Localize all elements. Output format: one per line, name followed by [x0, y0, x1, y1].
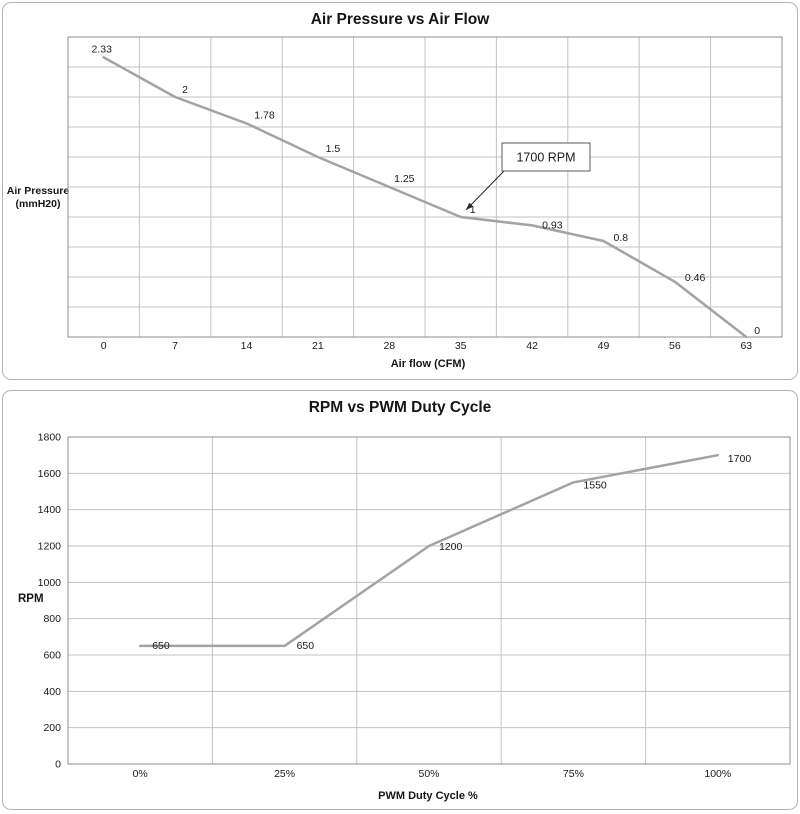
- svg-text:42: 42: [526, 340, 538, 352]
- svg-text:1400: 1400: [38, 504, 62, 516]
- x-axis-title-air-flow: Air flow (CFM): [390, 358, 466, 370]
- y-axis-title-line2: (mmH20): [15, 198, 61, 210]
- svg-text:2: 2: [182, 84, 188, 96]
- svg-text:49: 49: [598, 340, 610, 352]
- svg-text:800: 800: [43, 613, 61, 625]
- svg-text:0: 0: [754, 325, 760, 337]
- y-axis-title-rpm-text: RPM: [18, 593, 44, 605]
- svg-text:35: 35: [455, 340, 467, 352]
- svg-text:1200: 1200: [38, 541, 62, 553]
- svg-text:1550: 1550: [583, 479, 607, 491]
- svg-text:1.25: 1.25: [394, 173, 415, 185]
- svg-text:1700: 1700: [728, 453, 752, 465]
- air-pressure-plot: 0 7 14 21 28 35 42 49 56 63 2.33 2 1.78 1.5 1.25 1 0.93 0…: [67, 36, 783, 352]
- svg-text:14: 14: [241, 340, 253, 352]
- svg-text:650: 650: [297, 640, 315, 652]
- svg-text:600: 600: [43, 650, 61, 662]
- rpm-pwm-chart-panel: RPM vs PWM Duty Cycle RPM 0 200 400 600 800 1…: [2, 390, 798, 810]
- svg-text:7: 7: [172, 340, 178, 352]
- svg-text:1.5: 1.5: [326, 143, 341, 155]
- y-axis-title-line1: Air Pressure: [6, 185, 70, 197]
- svg-text:0: 0: [101, 340, 107, 352]
- air-pressure-chart-panel: Air Pressure vs Air Flow Air Pressure (m…: [2, 2, 798, 380]
- rpm-pwm-plot: 0 200 400 600 800 1000 1200 1400 1600 1800 0% 25% 50…: [38, 432, 791, 780]
- svg-text:0.93: 0.93: [542, 219, 563, 231]
- svg-text:0.46: 0.46: [685, 272, 706, 284]
- svg-text:1200: 1200: [439, 541, 463, 553]
- svg-text:1: 1: [470, 204, 476, 216]
- svg-text:400: 400: [43, 686, 61, 698]
- svg-text:25%: 25%: [274, 768, 295, 780]
- chart-title-rpm-pwm: RPM vs PWM Duty Cycle: [308, 399, 492, 416]
- chart-title-air-pressure: Air Pressure vs Air Flow: [310, 11, 490, 28]
- svg-text:21: 21: [312, 340, 324, 352]
- svg-text:200: 200: [43, 722, 61, 734]
- svg-text:1.78: 1.78: [254, 109, 275, 121]
- svg-text:50%: 50%: [418, 768, 439, 780]
- svg-text:1000: 1000: [38, 577, 62, 589]
- svg-text:2.33: 2.33: [91, 43, 112, 55]
- svg-text:100%: 100%: [704, 768, 731, 780]
- svg-text:75%: 75%: [563, 768, 584, 780]
- svg-text:0.8: 0.8: [614, 232, 629, 244]
- y-axis-title-air-pressure: Air Pressure (mmH20): [6, 185, 70, 211]
- svg-text:650: 650: [152, 640, 170, 652]
- svg-text:56: 56: [669, 340, 681, 352]
- svg-text:1700 RPM: 1700 RPM: [516, 151, 575, 165]
- svg-text:63: 63: [740, 340, 752, 352]
- svg-text:1600: 1600: [38, 468, 62, 480]
- svg-text:0%: 0%: [133, 768, 148, 780]
- x-axis-title-pwm: PWM Duty Cycle %: [378, 790, 478, 802]
- svg-text:1800: 1800: [38, 432, 62, 444]
- svg-text:28: 28: [383, 340, 395, 352]
- svg-text:0: 0: [55, 759, 61, 771]
- y-axis-title-rpm: RPM: [18, 593, 64, 605]
